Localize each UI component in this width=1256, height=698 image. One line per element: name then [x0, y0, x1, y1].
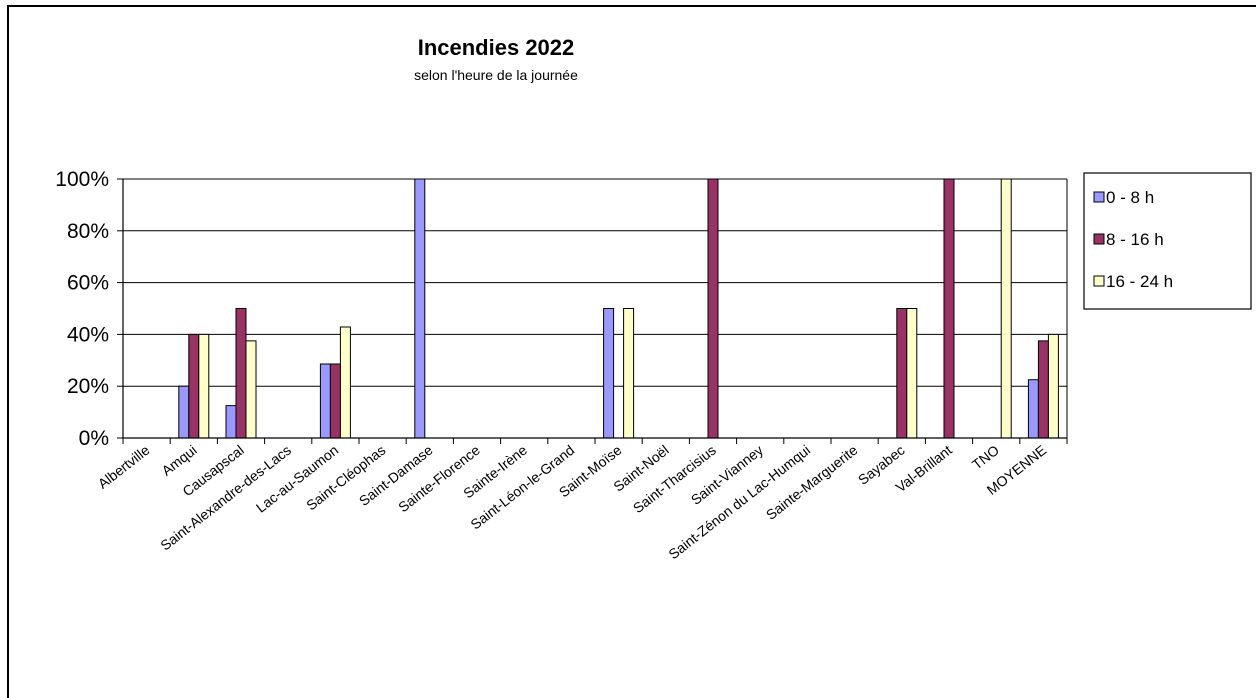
y-tick-label: 80%: [67, 220, 109, 243]
x-tick-label: Saint-Cléophas: [303, 442, 388, 514]
bar: [339, 326, 351, 439]
bar: [188, 333, 200, 439]
bar: [198, 333, 210, 439]
bar: [1000, 178, 1012, 439]
legend-label: 0 - 8 h: [1106, 188, 1154, 207]
y-tick-label: 100%: [55, 168, 109, 191]
x-tick-label: TNO: [969, 442, 1002, 473]
bar: [414, 178, 426, 439]
bar: [896, 308, 908, 439]
y-tick-labels: 0% 20% 40% 60% 80% 100%: [55, 168, 109, 450]
bar: [1037, 340, 1049, 439]
legend-swatch: [1093, 191, 1105, 203]
chart-title: Incendies 2022: [418, 35, 575, 60]
bar: [178, 385, 190, 439]
bar: [235, 308, 247, 439]
legend-box: [1083, 172, 1252, 310]
y-tick-label: 40%: [67, 323, 109, 346]
x-tick-label: Lac-au-Saumon: [253, 442, 341, 516]
bar: [319, 363, 331, 439]
bar: [906, 308, 918, 439]
bar: [225, 405, 237, 439]
bar: [943, 178, 955, 439]
bar: [1047, 333, 1059, 439]
bar: [245, 340, 257, 439]
bar: [623, 308, 635, 439]
x-tick-labels: Albertville AmquiCausapscalSaint-Alexandr…: [95, 442, 1049, 563]
y-tick-label: 20%: [67, 375, 109, 398]
bar: [603, 308, 615, 439]
chart-subtitle: selon l'heure de la journée: [414, 67, 578, 83]
bars: [178, 178, 1059, 439]
legend-label: 8 - 16 h: [1106, 230, 1164, 249]
bar: [1027, 379, 1039, 439]
bar: [329, 363, 341, 439]
x-tick-label: Sainte-Florence: [395, 442, 483, 516]
gridlines: [117, 178, 1067, 439]
x-tick-label: Amqui: [159, 442, 200, 479]
y-tick-label: 0%: [79, 427, 109, 450]
x-tick-label: Saint-Tharcisius: [630, 442, 719, 516]
legend-swatch: [1093, 233, 1105, 245]
legend: 0 - 8 h 8 - 16 h 16 - 24 h: [1083, 172, 1252, 310]
bar: [707, 178, 719, 439]
legend-swatch: [1093, 275, 1105, 287]
y-tick-label: 60%: [67, 272, 109, 295]
axes: [122, 179, 1068, 444]
legend-label: 16 - 24 h: [1106, 272, 1173, 291]
